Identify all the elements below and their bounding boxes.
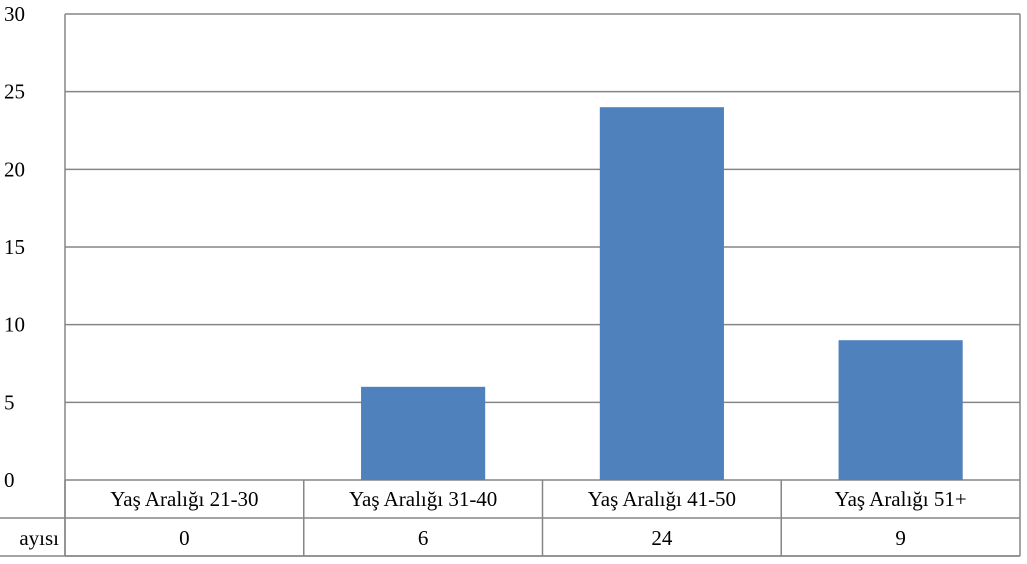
bar-2	[599, 107, 724, 480]
y-tick-label: 30	[4, 2, 25, 26]
category-label: Yaş Aralığı 51+	[835, 487, 967, 511]
table-value-cell: 24	[651, 526, 673, 550]
data-table: Yaş Aralığı 21-30 0 Yaş Aralığı 31-40 6 Yaş …	[0, 480, 1021, 557]
series-row-label: ayısı	[19, 526, 59, 550]
y-tick-label: 25	[4, 80, 25, 104]
y-tick-label: 20	[4, 157, 25, 181]
bars	[361, 107, 963, 480]
y-tick-label: 15	[4, 235, 25, 259]
bar-3	[838, 340, 963, 480]
bar-1	[361, 386, 486, 480]
table-value-cell: 6	[418, 526, 429, 550]
category-label: Yaş Aralığı 21-30	[110, 487, 258, 511]
category-label: Yaş Aralığı 31-40	[349, 487, 497, 511]
y-tick-label: 0	[4, 468, 15, 492]
gridlines	[64, 13, 1021, 556]
category-label: Yaş Aralığı 41-50	[588, 487, 736, 511]
y-tick-label: 5	[4, 390, 15, 414]
y-tick-label: 10	[4, 313, 25, 337]
y-axis-tick-labels: 0 5 10 15 20 25 30	[4, 2, 25, 492]
table-value-cell: 0	[179, 526, 190, 550]
table-value-cell: 9	[895, 526, 906, 550]
